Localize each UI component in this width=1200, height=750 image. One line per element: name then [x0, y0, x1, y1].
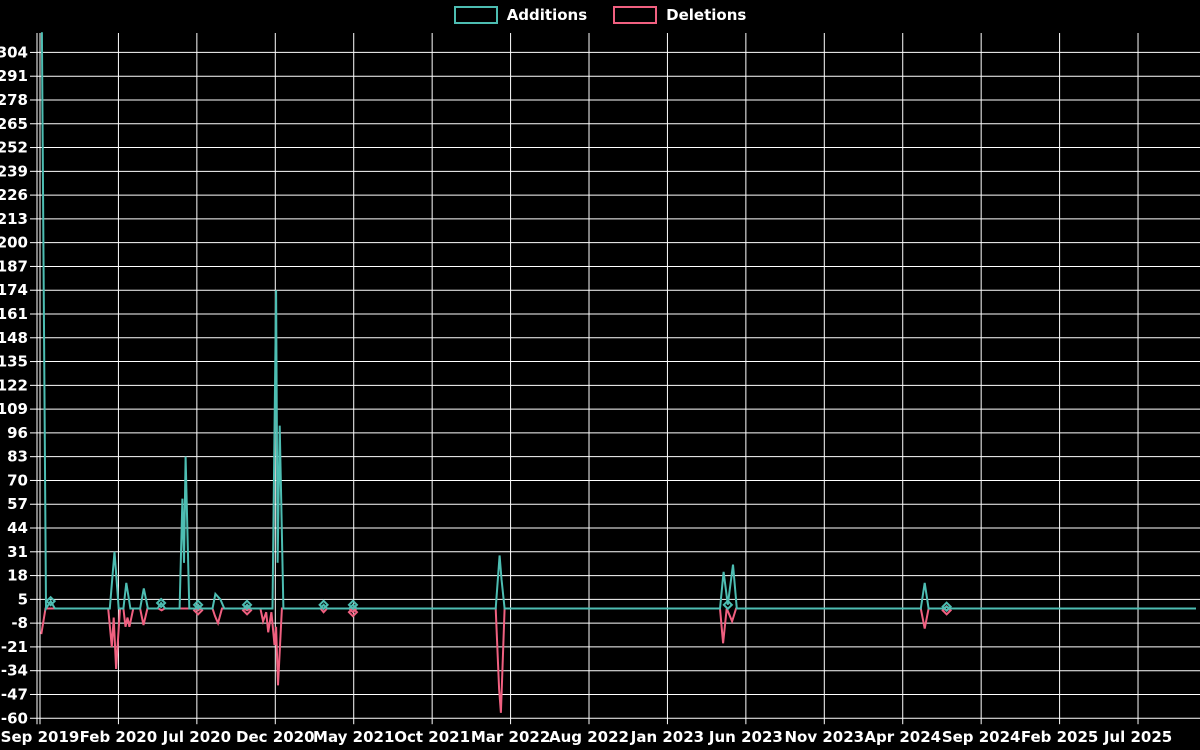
y-tick-label: -47 — [1, 685, 28, 703]
x-tick-label: Jul 2020 — [162, 728, 231, 746]
y-tick-label: 187 — [0, 257, 28, 275]
x-tick-label: May 2021 — [313, 728, 394, 746]
x-tick-label: Oct 2021 — [394, 728, 470, 746]
y-tick-label: -34 — [1, 662, 28, 680]
x-tick-label: Mar 2022 — [471, 728, 550, 746]
y-tick-label: 83 — [7, 448, 28, 466]
x-tick-label: Apr 2024 — [864, 728, 941, 746]
y-tick-label: 109 — [0, 400, 28, 418]
chart-legend: Additions Deletions — [0, 6, 1200, 24]
y-tick-label: 291 — [0, 67, 28, 85]
y-tick-label: 265 — [0, 115, 28, 133]
additions-swatch-icon — [453, 6, 498, 24]
y-tick-label: 31 — [7, 543, 28, 561]
y-tick-label: 96 — [7, 424, 28, 442]
legend-label-deletions: Deletions — [666, 6, 747, 24]
y-tick-label: 213 — [0, 210, 28, 228]
y-tick-label: -60 — [1, 709, 28, 727]
y-tick-label: 200 — [0, 234, 28, 252]
series-marker-additions — [941, 601, 953, 613]
y-tick-label: 5 — [18, 590, 28, 608]
legend-item-deletions[interactable]: Deletions — [613, 6, 746, 24]
series-marker-deletions — [347, 606, 359, 618]
series-line-deletions — [40, 607, 1196, 713]
y-tick-label: 122 — [0, 376, 28, 394]
x-tick-label: Aug 2022 — [549, 728, 629, 746]
series-marker-additions — [192, 599, 204, 611]
x-tick-label: Jul 2025 — [1103, 728, 1172, 746]
y-tick-label: 57 — [7, 495, 28, 513]
x-tick-label: Jun 2023 — [708, 728, 783, 746]
x-tick-label: Feb 2025 — [1021, 728, 1099, 746]
x-tick-label: Nov 2023 — [784, 728, 864, 746]
x-tick-label: Dec 2020 — [236, 728, 315, 746]
y-tick-label: 174 — [0, 281, 28, 299]
y-tick-label: 70 — [7, 471, 28, 489]
legend-label-additions: Additions — [506, 6, 588, 24]
legend-item-additions[interactable]: Additions — [453, 6, 588, 24]
x-tick-label: Sep 2024 — [942, 728, 1021, 746]
y-tick-label: 226 — [0, 186, 28, 204]
series-line-additions — [40, 32, 1196, 612]
x-tick-label: Jan 2023 — [630, 728, 704, 746]
x-tick-label: Sep 2019 — [1, 728, 80, 746]
y-tick-label: -21 — [1, 638, 28, 656]
y-tick-label: 304 — [0, 43, 28, 61]
y-tick-label: 278 — [0, 91, 28, 109]
x-tick-label: Feb 2020 — [80, 728, 158, 746]
deletions-swatch-icon — [613, 6, 658, 24]
series-marker-additions — [722, 599, 734, 611]
y-tick-label: 135 — [0, 353, 28, 371]
y-tick-label: 161 — [0, 305, 28, 323]
y-tick-label: 18 — [7, 567, 28, 585]
y-tick-label: 239 — [0, 162, 28, 180]
series-marker-additions — [318, 599, 330, 611]
y-tick-label: 148 — [0, 329, 28, 347]
y-tick-label: -8 — [11, 614, 28, 632]
y-tick-label: 44 — [7, 519, 28, 537]
series-marker-additions — [155, 597, 167, 609]
y-tick-label: 252 — [0, 139, 28, 157]
series-marker-additions — [241, 599, 253, 611]
series-marker-additions — [45, 595, 57, 607]
series-marker-additions — [347, 599, 359, 611]
